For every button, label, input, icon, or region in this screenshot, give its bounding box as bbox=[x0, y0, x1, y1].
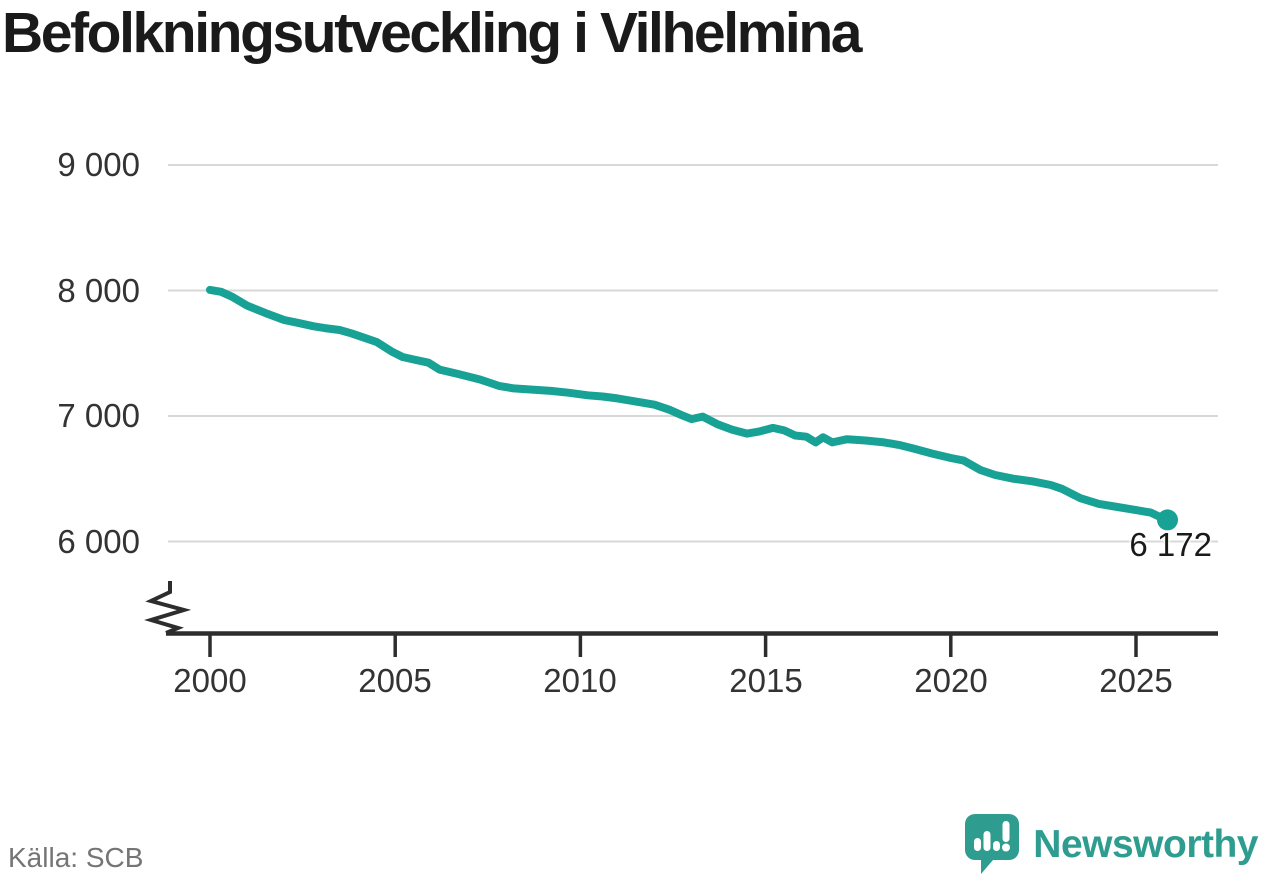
y-axis-label: 6 000 bbox=[57, 523, 140, 560]
population-line bbox=[206, 285, 1172, 524]
source-label: Källa: SCB bbox=[8, 842, 144, 873]
chart-title: Befolkningsutveckling i Vilhelmina bbox=[2, 1, 862, 65]
end-point-marker bbox=[1157, 509, 1178, 531]
x-axis-ticks bbox=[208, 635, 1138, 657]
x-axis-label: 2010 bbox=[543, 662, 617, 699]
y-axis-break-icon bbox=[144, 581, 192, 635]
newsworthy-logo-text: Newsworthy bbox=[1033, 823, 1258, 866]
end-value-label: 6 172 bbox=[1129, 526, 1212, 563]
x-axis-label: 2000 bbox=[173, 662, 247, 699]
x-axis-label: 2005 bbox=[358, 662, 432, 699]
x-axis-label: 2020 bbox=[914, 662, 988, 699]
y-axis-label: 7 000 bbox=[57, 397, 140, 434]
x-axis-label: 2015 bbox=[729, 662, 803, 699]
x-axis-label: 2025 bbox=[1099, 662, 1173, 699]
y-axis-label: 9 000 bbox=[57, 146, 140, 183]
newsworthy-logo: Newsworthy bbox=[963, 812, 1258, 878]
newsworthy-logo-icon bbox=[965, 814, 1020, 874]
y-axis-label: 8 000 bbox=[57, 272, 140, 309]
